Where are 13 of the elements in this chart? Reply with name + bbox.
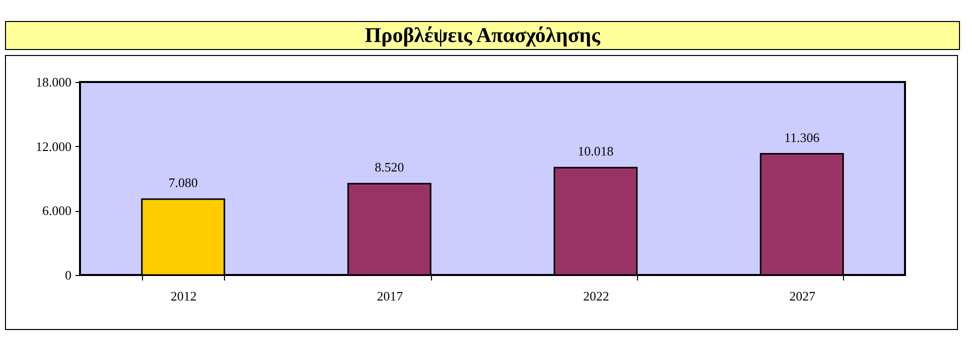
- y-tick-label: 18.000: [36, 74, 72, 90]
- data-label: 8.520: [374, 160, 404, 175]
- data-label: 10.018: [578, 144, 614, 159]
- data-label: 11.306: [784, 130, 820, 145]
- y-tick-label: 0: [65, 268, 72, 282]
- x-tick-label: 2022: [583, 288, 610, 304]
- y-tick-label: 6.000: [42, 203, 72, 218]
- x-tick-label: 2012: [170, 288, 197, 304]
- y-tick-label: 12.000: [36, 138, 72, 154]
- x-tick-label: 2017: [376, 288, 404, 304]
- chart-title: Προβλέψεις Απασχόλησης: [5, 21, 960, 50]
- x-tick-label: 2027: [789, 288, 816, 304]
- data-label: 7.080: [168, 175, 198, 190]
